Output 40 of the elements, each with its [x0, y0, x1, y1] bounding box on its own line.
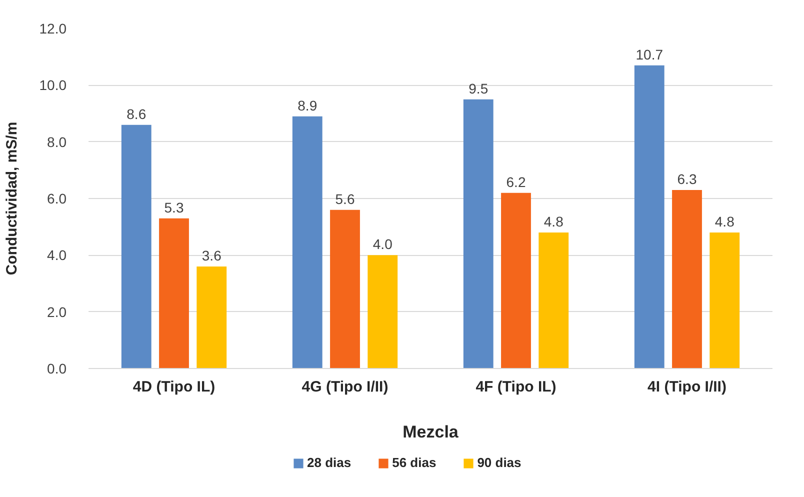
data-label: 10.7 — [636, 46, 664, 62]
data-label: 4.0 — [372, 236, 393, 252]
data-label: 3.6 — [202, 248, 222, 264]
bar — [121, 124, 152, 368]
data-label: 5.3 — [164, 199, 184, 216]
bar — [368, 255, 398, 368]
bar — [463, 99, 494, 368]
bar — [672, 190, 702, 368]
data-label: 4.8 — [544, 214, 564, 230]
bar — [634, 65, 664, 368]
bar — [196, 266, 227, 368]
y-tick-label: 12.0 — [39, 20, 67, 36]
x-tick-label: 4G (Tipo I/II) — [302, 378, 388, 396]
x-tick-label: 4F (Tipo IL) — [476, 378, 556, 396]
x-tick-label: 4I (Tipo I/II) — [648, 378, 726, 396]
legend-label: 28 dias — [307, 455, 352, 470]
y-tick-label: 0.0 — [47, 360, 67, 376]
y-axis-title: Conductividad, mS/m — [3, 122, 20, 276]
bar — [330, 210, 360, 368]
bar — [292, 116, 322, 368]
bar — [159, 218, 189, 368]
data-label: 9.5 — [468, 80, 488, 96]
y-tick-label: 6.0 — [47, 190, 67, 206]
data-label: 4.8 — [714, 214, 735, 230]
data-label: 8.6 — [126, 106, 146, 122]
x-axis-title: Mezcla — [402, 422, 459, 442]
y-tick-label: 8.0 — [47, 134, 67, 150]
legend-label: 56 dias — [392, 455, 436, 470]
data-label: 6.2 — [506, 174, 526, 190]
x-tick-label: 4D (Tipo IL) — [132, 378, 216, 396]
data-label: 5.6 — [335, 190, 355, 207]
data-label: 6.3 — [677, 171, 697, 187]
legend-label: 90 dias — [477, 455, 522, 470]
bar — [501, 192, 531, 368]
data-label: 8.9 — [298, 97, 318, 114]
y-tick-label: 4.0 — [47, 247, 67, 264]
bar — [538, 232, 569, 368]
y-tick-label: 2.0 — [47, 304, 67, 320]
y-tick-label: 10.0 — [39, 77, 67, 94]
bar — [710, 232, 740, 368]
